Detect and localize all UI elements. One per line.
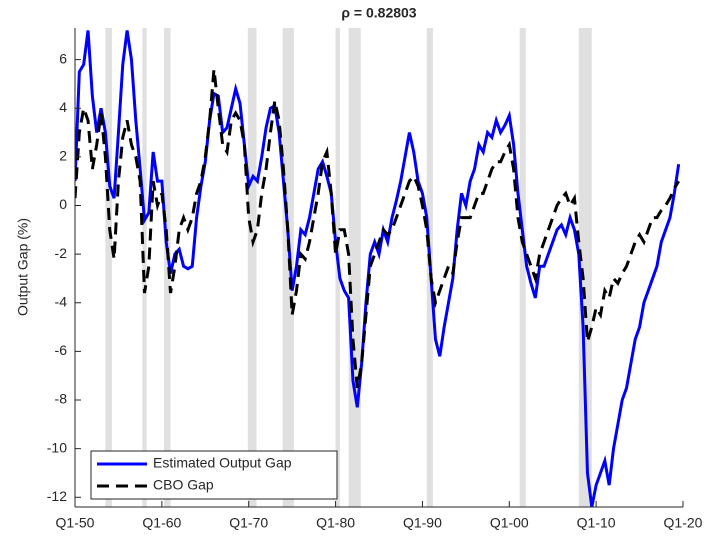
y-axis-label: Output Gap (%) [15,218,31,316]
y-tick-label: -4 [55,293,68,309]
y-tick-label: 2 [59,148,67,164]
x-tick-label: Q1-00 [490,515,529,531]
x-tick-label: Q1-50 [56,515,95,531]
recession-band [247,28,257,507]
chart-title: ρ = 0.82803 [341,5,416,21]
y-tick-label: 0 [59,196,67,212]
recession-band [105,28,112,507]
y-tick-label: -2 [55,245,68,261]
recession-band [142,28,147,507]
x-tick-label: Q1-20 [664,515,703,531]
legend-label: Estimated Output Gap [153,455,292,471]
x-tick-label: Q1-60 [142,515,181,531]
legend-box [90,450,338,500]
x-tick-label: Q1-70 [229,515,268,531]
y-tick-label: -10 [47,439,67,455]
y-tick-label: -6 [55,342,68,358]
legend-label: CBO Gap [153,477,214,493]
x-tick-label: Q1-90 [403,515,442,531]
x-tick-label: Q1-10 [577,515,616,531]
recession-band [519,28,526,507]
x-tick-label: Q1-80 [316,515,355,531]
series-line [75,69,680,389]
y-tick-label: -8 [55,391,68,407]
y-tick-label: -12 [47,488,67,504]
y-tick-label: 4 [59,99,67,115]
y-tick-label: 6 [59,50,67,66]
recession-band [578,28,592,507]
